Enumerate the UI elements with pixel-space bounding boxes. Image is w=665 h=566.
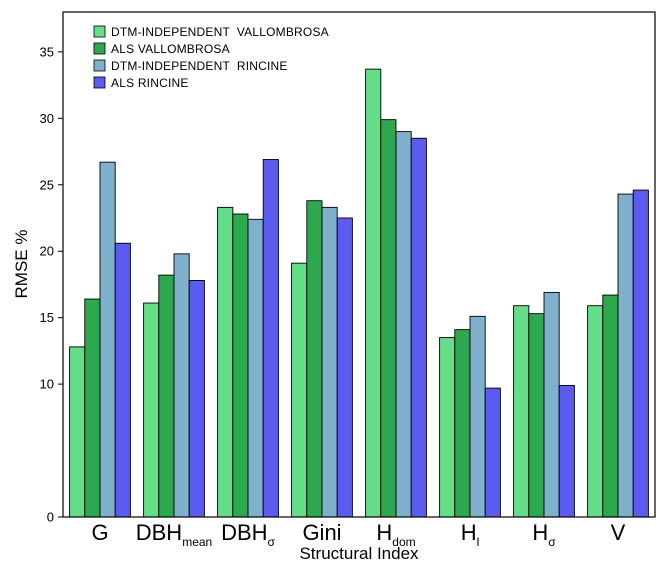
y-tick-label: 10: [40, 377, 54, 392]
x-tick-label: Hl: [461, 520, 480, 549]
bar: [158, 274, 175, 518]
bar: [410, 137, 427, 518]
bar: [439, 337, 456, 518]
y-tick-label: 25: [40, 177, 54, 192]
x-tick-label: Gini: [302, 520, 341, 545]
x-axis-title: Structural Index: [299, 544, 419, 563]
legend-swatch: [93, 25, 106, 38]
x-tick-label-main: Gini: [302, 520, 341, 545]
bar: [262, 159, 279, 518]
bar: [99, 161, 116, 518]
bar: [602, 294, 619, 518]
bar: [484, 387, 501, 518]
bar: [395, 131, 412, 518]
bar: [143, 302, 160, 518]
bars: [69, 68, 649, 518]
bar: [632, 189, 649, 518]
bar: [617, 193, 634, 518]
bar: [247, 218, 264, 518]
y-tick-label: 30: [40, 111, 54, 126]
bar: [188, 279, 205, 518]
bar: [558, 384, 575, 518]
bar: [380, 119, 397, 518]
legend-swatch: [93, 59, 106, 72]
x-tick-label-subscript: mean: [182, 535, 212, 549]
bar: [84, 298, 101, 518]
x-tick-label-main: H: [461, 520, 477, 545]
legend-swatch: [93, 42, 106, 55]
bar: [587, 305, 604, 518]
legend-label: DTM-INDEPENDENT RINCINE: [111, 59, 288, 73]
y-tick-label: 35: [40, 44, 54, 59]
bar: [454, 329, 471, 518]
bar: [291, 262, 308, 518]
x-tick-label: Hdom: [376, 520, 415, 549]
bar: [306, 200, 323, 518]
x-tick-label-subscript: σ: [548, 535, 556, 549]
x-tick-label: V: [611, 520, 626, 545]
legend-label: ALS VALLOMBROSA: [111, 42, 230, 56]
bar: [543, 291, 560, 518]
y-tick-label: 20: [40, 244, 54, 259]
legend: DTM-INDEPENDENT VALLOMBROSA ALS VALLOMBRO…: [93, 25, 329, 90]
x-tick-label: Hσ: [532, 520, 556, 549]
bar: [173, 253, 190, 518]
bar: [114, 242, 131, 518]
x-tick-label-main: H: [376, 520, 392, 545]
bar: [513, 305, 530, 518]
y-tick-label: 15: [40, 310, 54, 325]
x-tick-label-subscript: dom: [392, 535, 415, 549]
bar: [365, 68, 382, 518]
legend-label: ALS RINCINE: [111, 76, 189, 90]
bar: [469, 315, 486, 518]
bar: [321, 206, 338, 518]
bar: [217, 206, 234, 518]
bar: [336, 217, 353, 518]
y-axis-title: RMSE %: [12, 230, 31, 299]
x-tick-label-subscript: σ: [268, 535, 276, 549]
legend-swatch: [93, 76, 106, 89]
y-tick-label: 0: [47, 510, 54, 525]
x-axis-tick-labels: G DBHmean DBHσ Gini Hdom Hl Hσ V: [91, 520, 625, 549]
x-tick-label-main: V: [611, 520, 626, 545]
x-tick-label-subscript: l: [477, 535, 480, 549]
x-tick-label-main: H: [532, 520, 548, 545]
x-tick-label: DBHmean: [136, 520, 212, 549]
x-tick-label: G: [91, 520, 108, 545]
bar: [69, 346, 86, 518]
x-tick-label: DBHσ: [221, 520, 275, 549]
plot-frame: [62, 11, 656, 518]
y-axis-ticks: 0 10 15 20 25 30 35: [40, 44, 63, 525]
x-tick-label-main: G: [91, 520, 108, 545]
bar: [232, 213, 249, 518]
bar: [528, 313, 545, 518]
x-tick-label-main: DBH: [221, 520, 267, 545]
x-tick-label-main: DBH: [136, 520, 182, 545]
legend-label: DTM-INDEPENDENT VALLOMBROSA: [111, 25, 329, 39]
